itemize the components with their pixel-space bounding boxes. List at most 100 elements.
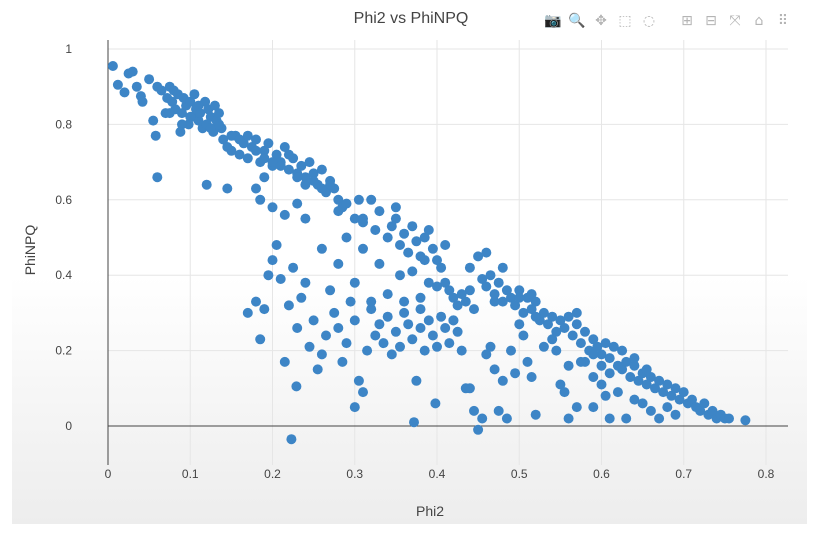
scatter-point: [255, 334, 266, 345]
scatter-point: [501, 413, 512, 424]
scatter-point: [456, 345, 467, 356]
scatter-point: [481, 281, 492, 292]
scatter-point: [580, 326, 590, 337]
scatter-point: [218, 134, 229, 145]
scatter-point: [645, 372, 656, 382]
scatter-point: [633, 375, 644, 386]
scatter-point: [325, 179, 336, 190]
scatter-point: [308, 175, 319, 186]
scatter-point: [575, 338, 586, 349]
scatter-point: [251, 183, 261, 194]
scatter-point: [341, 232, 352, 243]
scatter-point: [177, 119, 187, 130]
scatter-point: [358, 243, 368, 254]
scatter-point: [341, 338, 352, 349]
scatter-point: [444, 285, 455, 296]
scatter-point: [592, 341, 603, 352]
scatter-point: [419, 232, 430, 243]
scatter-point: [526, 304, 537, 315]
scatter-point: [604, 368, 615, 379]
scatter-point: [279, 356, 290, 367]
scatter-point: [621, 356, 632, 367]
reset-axes-icon[interactable]: ⌂: [754, 13, 764, 29]
scatter-point: [596, 360, 607, 371]
scatter-point: [563, 311, 574, 322]
y-tick-label: 1: [65, 42, 72, 56]
scatter-point: [185, 96, 196, 107]
scatter-point: [617, 364, 628, 375]
scatter-point: [308, 315, 319, 326]
zoom-in-icon[interactable]: ⊞: [681, 13, 693, 29]
scatter-point: [251, 145, 261, 156]
scatter-point: [390, 213, 401, 224]
scatter-point: [399, 307, 410, 318]
scatter-point: [353, 194, 364, 205]
scatter-point: [538, 307, 549, 318]
scatter-point: [333, 194, 344, 205]
scatter-point: [423, 225, 434, 235]
scatter-point: [662, 402, 673, 413]
scatter-point: [275, 274, 286, 284]
y-tick-label: 0.4: [55, 268, 72, 282]
scatter-point: [497, 375, 508, 386]
scatter-point: [456, 289, 467, 300]
scatter-point: [493, 405, 504, 416]
scatter-point: [175, 126, 186, 137]
scatter-point: [255, 194, 266, 205]
scatter-point: [382, 232, 393, 243]
scatter-point: [629, 353, 640, 364]
scatter-point: [419, 345, 430, 356]
scatter-point: [555, 379, 566, 390]
scatter-point: [514, 285, 525, 296]
scatter-point: [333, 206, 344, 217]
scatter-point: [411, 236, 422, 247]
x-tick-label: 0.4: [429, 467, 446, 481]
scatter-point: [259, 304, 270, 315]
scatter-point: [538, 341, 549, 352]
scatter-point: [440, 323, 451, 333]
scatter-point: [259, 145, 270, 156]
scatter-point: [501, 285, 512, 296]
scatter-point: [296, 160, 307, 171]
lasso-select-icon[interactable]: ◌: [642, 13, 656, 29]
scatter-point: [189, 89, 200, 100]
scatter-point: [214, 108, 224, 119]
scatter-point: [333, 258, 344, 269]
scatter-point: [430, 398, 441, 409]
camera-icon[interactable]: 📷: [544, 13, 562, 29]
y-tick-label: 0.6: [55, 193, 72, 207]
scatter-point: [308, 168, 319, 179]
box-select-icon[interactable]: ⬚: [618, 13, 632, 29]
scatter-point: [304, 157, 315, 168]
scatter-point: [259, 172, 270, 183]
scatter-point: [127, 66, 138, 77]
scatter-point: [374, 206, 385, 217]
scatter-point: [137, 96, 148, 107]
pan-icon[interactable]: ✥: [595, 13, 607, 29]
scatter-point: [423, 277, 434, 288]
scatter-point: [409, 417, 419, 428]
zoom-out-icon[interactable]: ⊟: [705, 13, 717, 29]
scatter-point: [349, 315, 360, 326]
scatter-point: [345, 296, 356, 307]
scatter-point: [477, 413, 488, 424]
scatter-point: [353, 375, 364, 386]
scatter-point: [674, 394, 685, 405]
scatter-point: [395, 240, 405, 250]
scatter-point: [386, 221, 397, 232]
scatter-point: [177, 108, 187, 119]
scatter-point: [234, 134, 245, 145]
x-tick-label: 0.2: [264, 467, 281, 481]
autoscale-icon[interactable]: ⤧: [729, 13, 741, 29]
spike-lines-icon[interactable]: ⠿: [777, 13, 789, 29]
x-axis-title: Phi2: [416, 503, 444, 519]
scatter-point: [242, 130, 253, 141]
scatter-point: [448, 292, 459, 303]
scatter-point: [267, 157, 278, 168]
scatter-point: [551, 326, 562, 337]
x-tick-label: 0.6: [593, 467, 610, 481]
scatter-point: [608, 341, 619, 352]
zoom-icon[interactable]: 🔍: [568, 13, 586, 29]
scatter-point: [362, 345, 373, 356]
